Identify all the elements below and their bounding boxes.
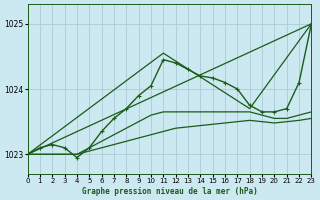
X-axis label: Graphe pression niveau de la mer (hPa): Graphe pression niveau de la mer (hPa) [82,187,257,196]
